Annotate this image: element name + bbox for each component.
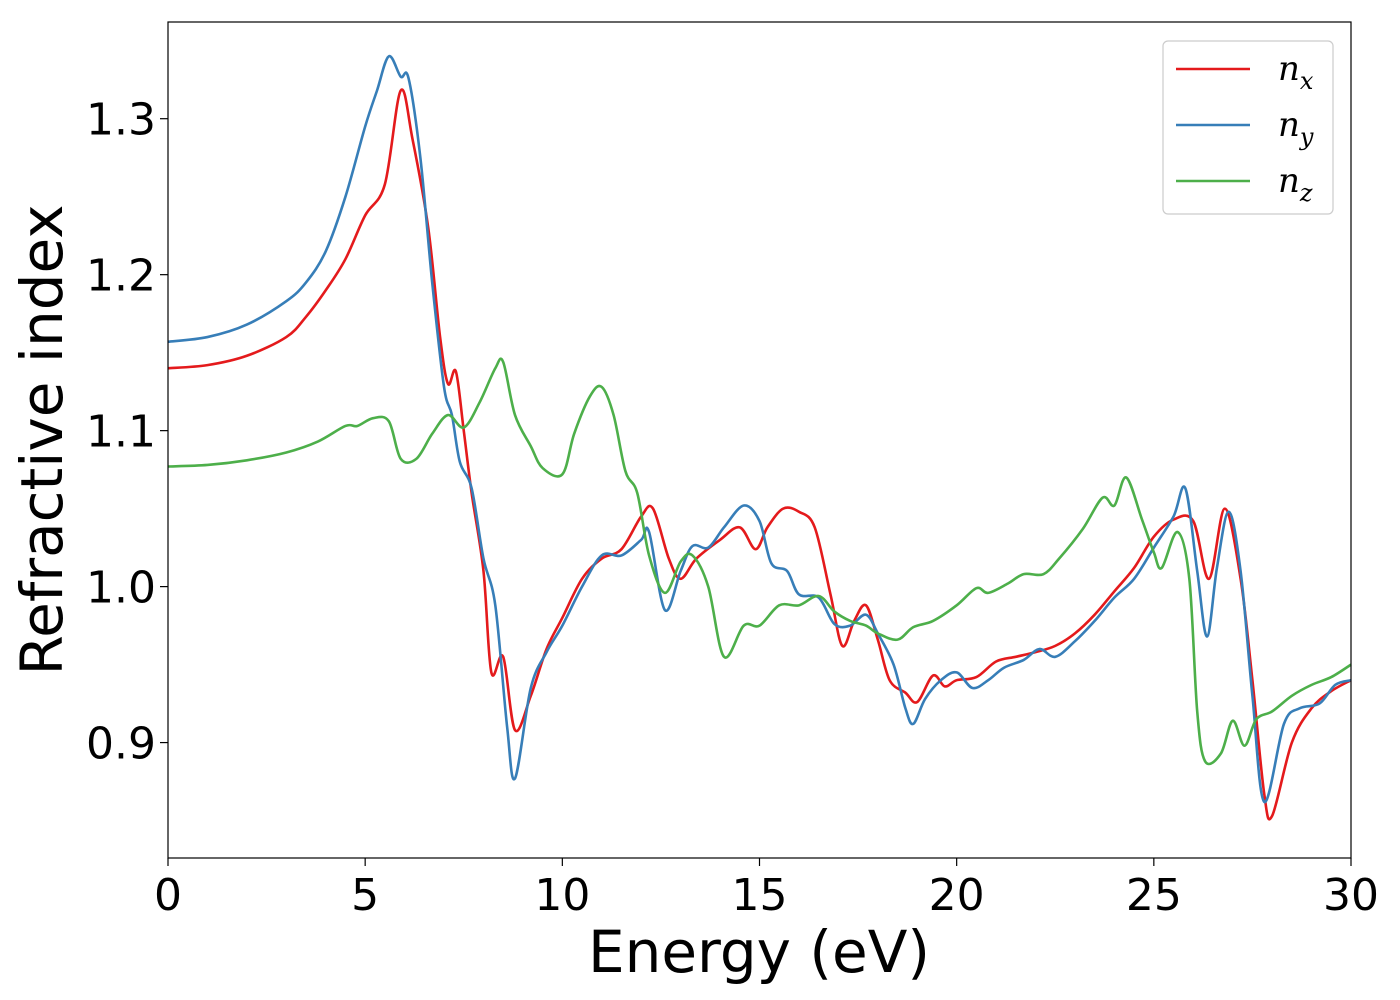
legend-label-subscript: z (1299, 179, 1313, 207)
series-line-z (167, 357, 1352, 766)
x-axis-ticks: 0 5 10 15 20 25 30 (154, 858, 1379, 921)
legend-label-base: n (1278, 161, 1300, 201)
x-tick-label: 30 (1323, 870, 1379, 921)
legend-label-y: ny (1278, 105, 1314, 151)
y-tick-label: 1.2 (86, 251, 156, 302)
plot-background (168, 22, 1351, 858)
y-tick-label: 0.9 (86, 719, 156, 770)
x-tick-label: 5 (351, 870, 379, 921)
x-tick-label: 20 (929, 870, 985, 921)
x-axis-title: Energy (eV) (588, 918, 930, 986)
x-tick-label: 0 (154, 870, 182, 921)
legend-label-base: n (1278, 49, 1300, 89)
legend-label-subscript: y (1299, 123, 1314, 151)
y-tick-label: 1.1 (86, 407, 156, 458)
legend-label-x: nx (1278, 49, 1314, 95)
y-axis-title: Refractive index (8, 204, 76, 675)
y-tick-label: 1.0 (86, 563, 156, 614)
legend-box (1162, 40, 1334, 215)
x-tick-label: 10 (534, 870, 590, 921)
x-tick-label: 25 (1126, 870, 1182, 921)
y-axis-ticks: 0.9 1.0 1.1 1.2 1.3 (86, 95, 168, 770)
legend-label-z: nz (1278, 161, 1313, 207)
legend-label-base: n (1278, 105, 1300, 145)
x-tick-label: 15 (732, 870, 788, 921)
y-tick-label: 1.3 (86, 95, 156, 146)
series-line-y (167, 55, 1352, 804)
series-layer (167, 55, 1352, 821)
legend-label-subscript: x (1300, 67, 1314, 95)
